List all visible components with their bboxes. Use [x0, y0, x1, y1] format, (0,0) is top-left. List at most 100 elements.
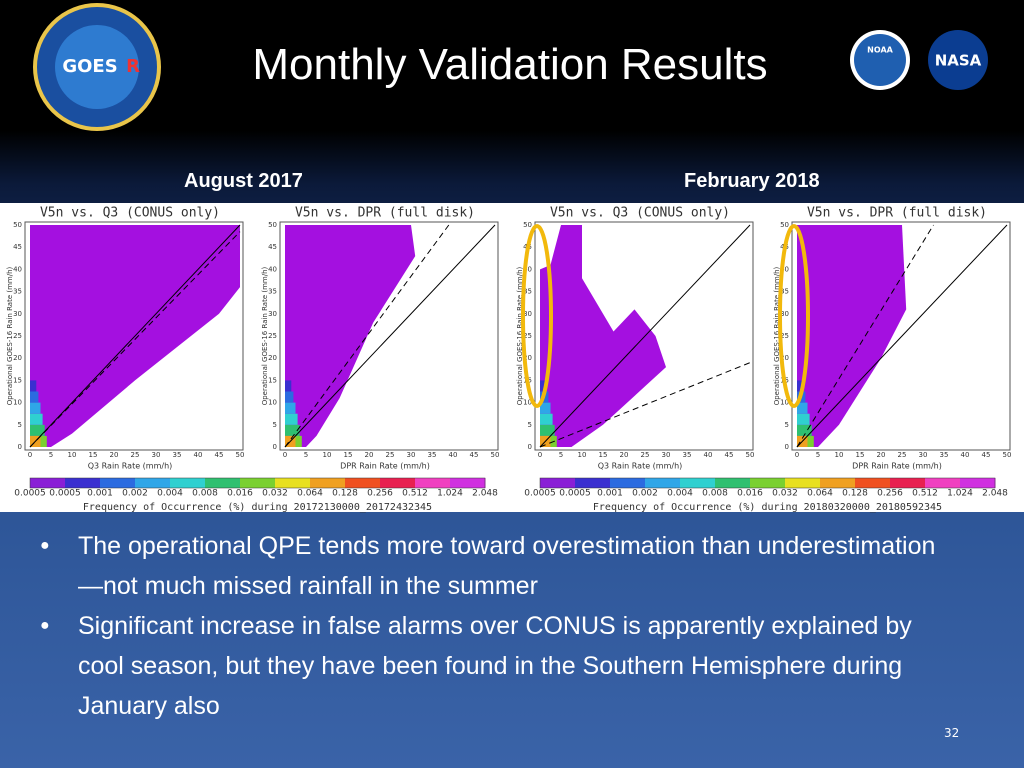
colorbar-tick-label: 0.064 [297, 489, 323, 499]
logo-text: NASA [935, 52, 982, 70]
heatmap-cell [285, 391, 294, 403]
x-axis-label: DPR Rain Rate (mm/h) [340, 462, 430, 471]
colorbar-tick-label: 0.002 [122, 489, 148, 499]
heatmap-cell [540, 413, 553, 425]
y-tick-label: 20 [268, 354, 277, 362]
colorbar-segment [610, 478, 646, 488]
x-tick-label: 50 [746, 451, 755, 459]
x-tick-label: 50 [236, 451, 245, 459]
highlight-ellipse [778, 224, 810, 408]
colorbar-segment [820, 478, 856, 488]
y-tick-label: 35 [523, 288, 532, 296]
x-tick-label: 20 [877, 451, 886, 459]
x-tick-label: 10 [578, 451, 587, 459]
fit-line [29, 231, 241, 448]
colorbar-tick-label: 0.512 [402, 489, 428, 499]
column-label: February 2018 [684, 170, 820, 192]
colorbar-segment [380, 478, 416, 488]
y-axis-label: Operational GOES-16 Rain Rate (mm/h) [6, 266, 14, 405]
x-tick-label: 20 [620, 451, 629, 459]
y-tick-label: 5 [18, 421, 22, 429]
x-tick-label: 40 [194, 451, 203, 459]
x-tick-label: 30 [152, 451, 161, 459]
heatmap-cell [285, 380, 292, 392]
y-tick-label: 0 [273, 443, 277, 451]
x-tick-label: 50 [1003, 451, 1012, 459]
x-tick-label: 45 [725, 451, 734, 459]
colorbar-segment [415, 478, 451, 488]
heatmap-region [797, 225, 907, 447]
colorbar-tick-label: 0.0005 [14, 489, 46, 499]
y-tick-label: 20 [523, 354, 532, 362]
fit-line [284, 224, 450, 448]
colorbar-tick-label: 0.512 [912, 489, 938, 499]
bullet-list: The operational QPE tends more toward ov… [40, 526, 940, 726]
colorbar-tick-label: 0.002 [632, 489, 658, 499]
y-tick-label: 40 [780, 265, 789, 273]
y-tick-label: 10 [13, 399, 22, 407]
x-tick-label: 25 [131, 451, 140, 459]
colorbar-tick-label: 0.128 [842, 489, 868, 499]
heatmap-cell [797, 380, 804, 392]
colorbar-segment [855, 478, 891, 488]
y-tick-label: 35 [780, 288, 789, 296]
y-tick-label: 50 [780, 221, 789, 229]
x-tick-label: 5 [49, 451, 53, 459]
logo-text: R [126, 56, 140, 77]
y-tick-label: 0 [785, 443, 789, 451]
x-tick-label: 10 [68, 451, 77, 459]
colorbar-tick-label: 0.128 [332, 489, 358, 499]
colorbar-tick-label: 0.064 [807, 489, 833, 499]
bullet: Significant increase in false alarms ove… [40, 606, 940, 726]
colorbar-tick-label: 0.256 [877, 489, 903, 499]
colorbar-segment [540, 478, 576, 488]
colorbar-segment [240, 478, 276, 488]
y-tick-label: 50 [268, 221, 277, 229]
x-tick-label: 30 [662, 451, 671, 459]
y-tick-label: 40 [523, 265, 532, 273]
slide-title: Monthly Validation Results [252, 40, 768, 89]
y-tick-label: 30 [523, 310, 532, 318]
colorbar-segment [750, 478, 786, 488]
colorbar-tick-label: 0.008 [702, 489, 728, 499]
colorbar-tick-label: 0.016 [737, 489, 763, 499]
heatmap-cell [30, 402, 41, 414]
y-tick-label: 40 [13, 265, 22, 273]
column-label: August 2017 [184, 170, 303, 192]
x-tick-label: 10 [835, 451, 844, 459]
y-tick-label: 50 [523, 221, 532, 229]
x-tick-label: 45 [215, 451, 224, 459]
x-axis-label: Q3 Rain Rate (mm/h) [88, 462, 173, 471]
colorbar-segment [680, 478, 716, 488]
colorbar-segment [135, 478, 171, 488]
x-tick-label: 35 [173, 451, 182, 459]
colorbar-segment [275, 478, 311, 488]
heatmap-cell [30, 424, 45, 436]
x-tick-label: 0 [795, 451, 799, 459]
y-axis-label: Operational GOES-16 Rain Rate (mm/h) [516, 266, 524, 405]
colorbar-segment [575, 478, 611, 488]
x-tick-label: 15 [89, 451, 98, 459]
colorbar-segment [715, 478, 751, 488]
x-tick-label: 30 [919, 451, 928, 459]
colorbar-segment [205, 478, 241, 488]
x-tick-label: 25 [641, 451, 650, 459]
colorbar-segment [645, 478, 681, 488]
x-tick-label: 20 [110, 451, 119, 459]
y-axis-label: Operational GOES-16 Rain Rate (mm/h) [261, 266, 269, 405]
x-tick-label: 20 [365, 451, 374, 459]
colorbar-segment [925, 478, 961, 488]
y-tick-label: 10 [268, 399, 277, 407]
y-tick-label: 25 [523, 332, 532, 340]
y-tick-label: 10 [523, 399, 532, 407]
y-tick-label: 0 [528, 443, 532, 451]
colorbar-tick-label: 0.032 [772, 489, 798, 499]
y-tick-label: 15 [13, 376, 22, 384]
y-tick-label: 25 [13, 332, 22, 340]
panel-title: V5n vs. DPR (full disk) [807, 206, 987, 221]
y-tick-label: 50 [13, 221, 22, 229]
one-to-one-line [284, 224, 496, 448]
colorbar-tick-label: 0.008 [192, 489, 218, 499]
colorbar-caption: Frequency of Occurrence (%) during 20180… [593, 502, 942, 513]
x-tick-label: 30 [407, 451, 416, 459]
